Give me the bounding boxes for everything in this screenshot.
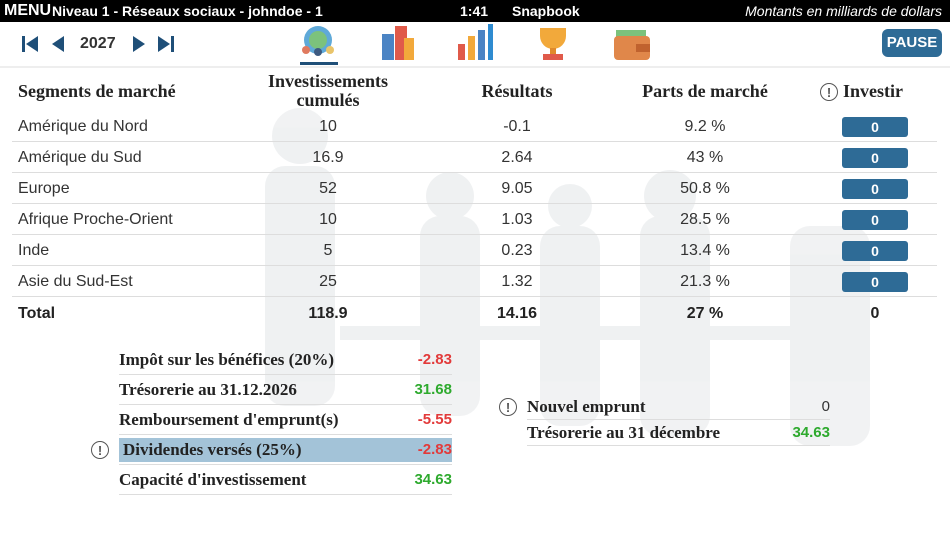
row-divider [12, 172, 937, 173]
cell: 1.03 [501, 211, 533, 228]
context-label: Niveau 1 - Réseaux sociaux - johndoe - 1 [52, 3, 323, 19]
pause-button[interactable]: PAUSE [882, 29, 942, 57]
top-bar: MENU Niveau 1 - Réseaux sociaux - johndoe… [0, 0, 950, 22]
row-divider [12, 234, 937, 235]
summary-value: -5.55 [417, 411, 452, 428]
invest-input[interactable]: 0 [842, 179, 908, 199]
cell: 50.8 % [680, 180, 730, 197]
summary-label: Capacité d'investissement [119, 470, 307, 489]
loan-value: 34.63 [792, 424, 830, 441]
loan-label: Trésorerie au 31 décembre [527, 423, 721, 442]
total-label: Total [18, 305, 56, 322]
cell: 28.5 % [680, 211, 730, 228]
tab-charts[interactable] [458, 24, 493, 60]
cell: 0.23 [501, 242, 533, 259]
last-button[interactable] [158, 36, 174, 52]
loan-input[interactable]: 0 [821, 398, 830, 415]
column-header: Investissements cumulés [268, 71, 388, 110]
cell: 9.2 % [684, 118, 726, 135]
row-divider [119, 374, 452, 375]
row-divider [12, 203, 937, 204]
summary-label: Dividendes versés (25%) [123, 440, 302, 459]
summary-value: 31.68 [414, 381, 452, 398]
year-label: 2027 [80, 35, 116, 52]
row-divider [12, 296, 937, 297]
highlight [119, 438, 452, 462]
row-divider [119, 494, 452, 495]
clock: 1:41 [460, 3, 489, 19]
tab-ranking[interactable] [540, 28, 566, 60]
unit-note: Montants en milliards de dollars [745, 3, 942, 19]
cell: 43 % [686, 149, 724, 166]
total-cell: 118.9 [308, 305, 348, 322]
loan-label: Nouvel emprunt [527, 397, 646, 416]
segment-name: Amérique du Nord [18, 118, 148, 135]
row-divider [119, 434, 452, 435]
invest-input[interactable]: 0 [842, 210, 908, 230]
total-cell: 27 % [686, 305, 724, 322]
column-header: Résultats [481, 81, 553, 101]
cell: 52 [319, 180, 337, 197]
row-divider [527, 445, 830, 446]
tab-company[interactable] [382, 26, 414, 60]
row-divider [119, 464, 452, 465]
cell: 1.32 [501, 273, 533, 290]
invest-input[interactable]: 0 [842, 241, 908, 261]
cell: 10 [319, 211, 337, 228]
summary-label: Remboursement d'emprunt(s) [119, 410, 339, 429]
invest-input[interactable]: 0 [842, 148, 908, 168]
segment-name: Afrique Proche-Orient [18, 211, 173, 228]
summary-label: Impôt sur les bénéfices (20%) [119, 350, 334, 369]
info-icon[interactable]: ! [91, 441, 109, 459]
tab-finance[interactable] [614, 30, 650, 60]
segment-name: Amérique du Sud [18, 149, 142, 166]
background-illustration [265, 108, 870, 446]
summary-value: -2.83 [417, 441, 452, 458]
column-header: Investir [843, 81, 903, 101]
row-divider [12, 265, 937, 266]
invest-input[interactable]: 0 [842, 272, 908, 292]
tab-markets[interactable] [300, 26, 338, 65]
row-divider [12, 141, 937, 142]
app-name: Snapbook [512, 3, 580, 19]
total-cell: 14.16 [496, 305, 538, 322]
cell: 2.64 [501, 149, 533, 166]
prev-button[interactable] [52, 36, 64, 52]
first-button[interactable] [22, 36, 38, 52]
invest-input[interactable]: 0 [842, 117, 908, 137]
column-header: Parts de marché [642, 81, 768, 101]
segment-name: Asie du Sud-Est [18, 273, 133, 290]
cell: 21.3 % [680, 273, 730, 290]
info-icon[interactable]: ! [499, 398, 517, 416]
menu-button[interactable]: MENU [4, 2, 52, 19]
cell: 25 [319, 273, 337, 290]
column-header: Segments de marché [18, 81, 176, 101]
cell: 9.05 [501, 180, 533, 197]
info-icon[interactable]: ! [820, 83, 838, 101]
summary-label: Trésorerie au 31.12.2026 [119, 380, 297, 399]
nav-bar [0, 24, 950, 68]
row-divider [119, 404, 452, 405]
cell: 10 [319, 118, 337, 135]
cell: -0.1 [503, 118, 531, 135]
next-button[interactable] [133, 36, 145, 52]
row-divider [527, 419, 830, 420]
cell: 13.4 % [680, 242, 730, 259]
segment-name: Inde [18, 242, 50, 259]
segment-name: Europe [18, 180, 70, 197]
cell: 5 [323, 242, 333, 259]
cell: 16.9 [312, 149, 344, 166]
total-cell: 0 [870, 305, 880, 322]
summary-value: -2.83 [417, 351, 452, 368]
summary-value: 34.63 [414, 471, 452, 488]
